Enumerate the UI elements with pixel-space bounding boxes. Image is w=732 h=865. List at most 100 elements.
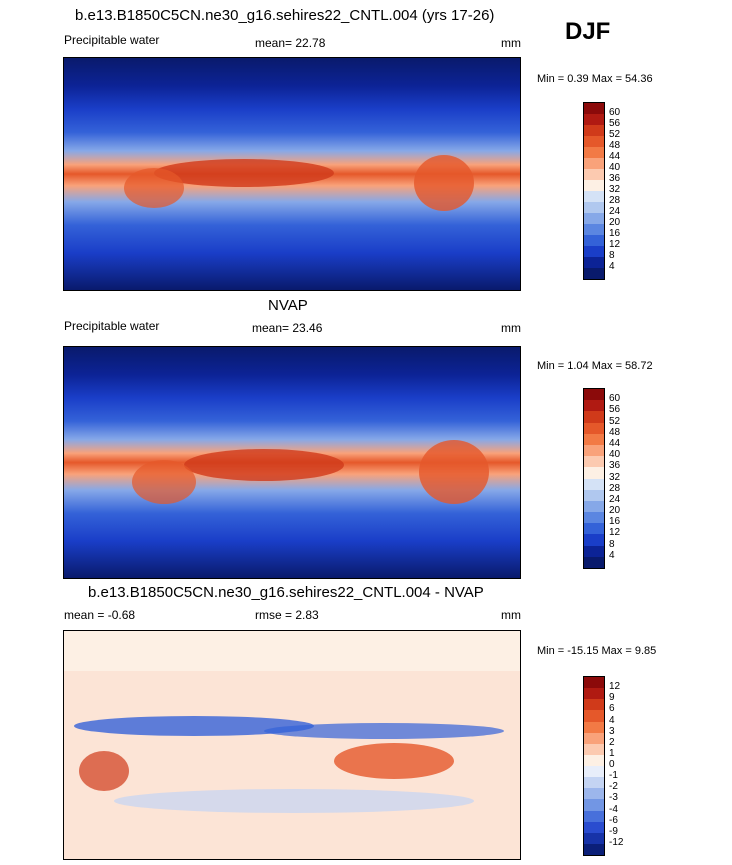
colorbar-swatch: [584, 125, 604, 136]
colorbar-swatch: [584, 478, 604, 490]
colorbar-swatch: [584, 268, 604, 279]
colorbar-tick-label: 12: [609, 681, 621, 693]
colorbar-swatch: [584, 843, 604, 855]
colorbar-swatch: [584, 743, 604, 755]
colorbar-tick-label: 40: [609, 449, 621, 461]
panel2-colorbar-labels: 60 56 52 48 44 40 36 32 28 24 20 16 12 8 4: [609, 388, 649, 567]
colorbar-swatch: [584, 389, 604, 401]
season-label: DJF: [565, 18, 611, 45]
colorbar-tick-label: -4: [609, 803, 618, 815]
colorbar-swatch: [584, 799, 604, 811]
colorbar-tick-label: 48: [609, 426, 621, 438]
colorbar-swatch: [584, 688, 604, 700]
colorbar-swatch: [584, 821, 604, 833]
panel1-range: Min = 0.39 Max = 54.36: [537, 73, 653, 85]
colorbar-tick-label: 8: [609, 250, 615, 261]
colorbar-swatch: [584, 677, 604, 689]
colorbar-swatch: [584, 158, 604, 169]
colorbar-swatch: [584, 766, 604, 778]
colorbar-swatch: [584, 235, 604, 246]
colorbar-tick-label: -3: [609, 792, 618, 804]
colorbar-tick-label: -12: [609, 836, 624, 848]
colorbar-swatch: [584, 444, 604, 457]
colorbar-swatch: [584, 754, 604, 766]
colorbar-swatch: [584, 202, 604, 213]
colorbar-tick-label: 40: [609, 162, 621, 173]
colorbar-tick-label: 60: [609, 393, 621, 405]
colorbar-swatch: [584, 400, 604, 412]
panel1-colorbar-labels: 60 56 52 48 44 40 36 32 28 24 20 16 12 8 4: [609, 102, 649, 278]
colorbar-tick-label: 36: [609, 460, 621, 472]
colorbar-tick-label: 60: [609, 107, 621, 118]
colorbar-tick-label: 28: [609, 482, 621, 494]
panel3-mean: mean = -0.68: [64, 608, 136, 622]
colorbar-tick-label: 0: [609, 759, 615, 770]
colorbar-swatch: [584, 489, 604, 501]
colorbar-swatch: [584, 810, 604, 822]
panel2-variable-label: Precipitable water: [64, 319, 160, 333]
colorbar-swatch: [584, 246, 604, 257]
panel2-units: mm: [501, 321, 521, 335]
colorbar-tick-label: 2: [609, 736, 615, 748]
colorbar-swatch: [584, 103, 604, 114]
colorbar-tick-label: 12: [609, 239, 621, 250]
colorbar-swatch: [584, 732, 604, 744]
panel3-colorbar-labels: 12 9 6 4 3 2 1 0 -1 -2 -3 -4 -6 -9 -12: [609, 676, 649, 854]
colorbar-tick-label: -1: [609, 770, 618, 782]
colorbar-swatch: [584, 523, 604, 535]
colorbar-tick-label: 20: [609, 505, 621, 517]
colorbar-tick-label: 12: [609, 527, 621, 539]
colorbar-tick-label: 36: [609, 173, 621, 184]
colorbar-swatch: [584, 710, 604, 722]
colorbar-swatch: [584, 257, 604, 268]
colorbar-tick-label: 52: [609, 129, 621, 140]
colorbar-swatch: [584, 411, 604, 423]
colorbar-tick-label: 32: [609, 471, 621, 483]
colorbar-tick-label: 52: [609, 415, 621, 427]
colorbar-swatch: [584, 721, 604, 733]
panel2-title: NVAP: [268, 297, 308, 314]
panel2-colorbar: [583, 388, 605, 569]
colorbar-tick-label: 48: [609, 140, 621, 151]
colorbar-tick-label: 56: [609, 404, 621, 416]
colorbar-swatch: [584, 136, 604, 147]
colorbar-tick-label: 56: [609, 118, 621, 129]
colorbar-tick-label: 20: [609, 217, 621, 228]
panel3-title: b.e13.B1850C5CN.ne30_g16.sehires22_CNTL.…: [88, 584, 484, 601]
colorbar-tick-label: 4: [609, 714, 615, 726]
colorbar-swatch: [584, 169, 604, 180]
colorbar-tick-label: 3: [609, 725, 615, 737]
colorbar-swatch: [584, 777, 604, 789]
colorbar-swatch: [584, 224, 604, 235]
colorbar-swatch: [584, 832, 604, 844]
colorbar-swatch: [584, 433, 604, 445]
panel3-range: Min = -15.15 Max = 9.85: [537, 645, 657, 657]
panel1-variable-label: Precipitable water: [64, 33, 160, 47]
colorbar-tick-label: 28: [609, 195, 621, 206]
panel3-rmse: rmse = 2.83: [255, 608, 319, 622]
colorbar-swatch: [584, 147, 604, 158]
panel2-range: Min = 1.04 Max = 58.72: [537, 360, 653, 372]
panel1-units: mm: [501, 36, 521, 50]
panel1-map: [63, 57, 521, 291]
colorbar-swatch: [584, 699, 604, 711]
colorbar-tick-label: 24: [609, 206, 621, 217]
colorbar-swatch: [584, 191, 604, 202]
colorbar-swatch: [584, 512, 604, 524]
colorbar-tick-label: 24: [609, 493, 621, 505]
panel3-colorbar: [583, 676, 605, 856]
colorbar-tick-label: 8: [609, 538, 615, 550]
colorbar-tick-label: 44: [609, 151, 621, 162]
panel1-colorbar: [583, 102, 605, 280]
colorbar-tick-label: 44: [609, 437, 621, 449]
colorbar-tick-label: 16: [609, 228, 621, 239]
colorbar-tick-label: 16: [609, 516, 621, 528]
colorbar-tick-label: 1: [609, 747, 615, 759]
colorbar-tick-label: 4: [609, 261, 615, 272]
panel2-map-field: [64, 347, 520, 578]
panel2-mean: mean= 23.46: [252, 321, 323, 335]
colorbar-swatch: [584, 788, 604, 800]
colorbar-tick-label: -2: [609, 781, 618, 793]
panel1-mean: mean= 22.78: [255, 36, 326, 50]
colorbar-swatch: [584, 422, 604, 434]
